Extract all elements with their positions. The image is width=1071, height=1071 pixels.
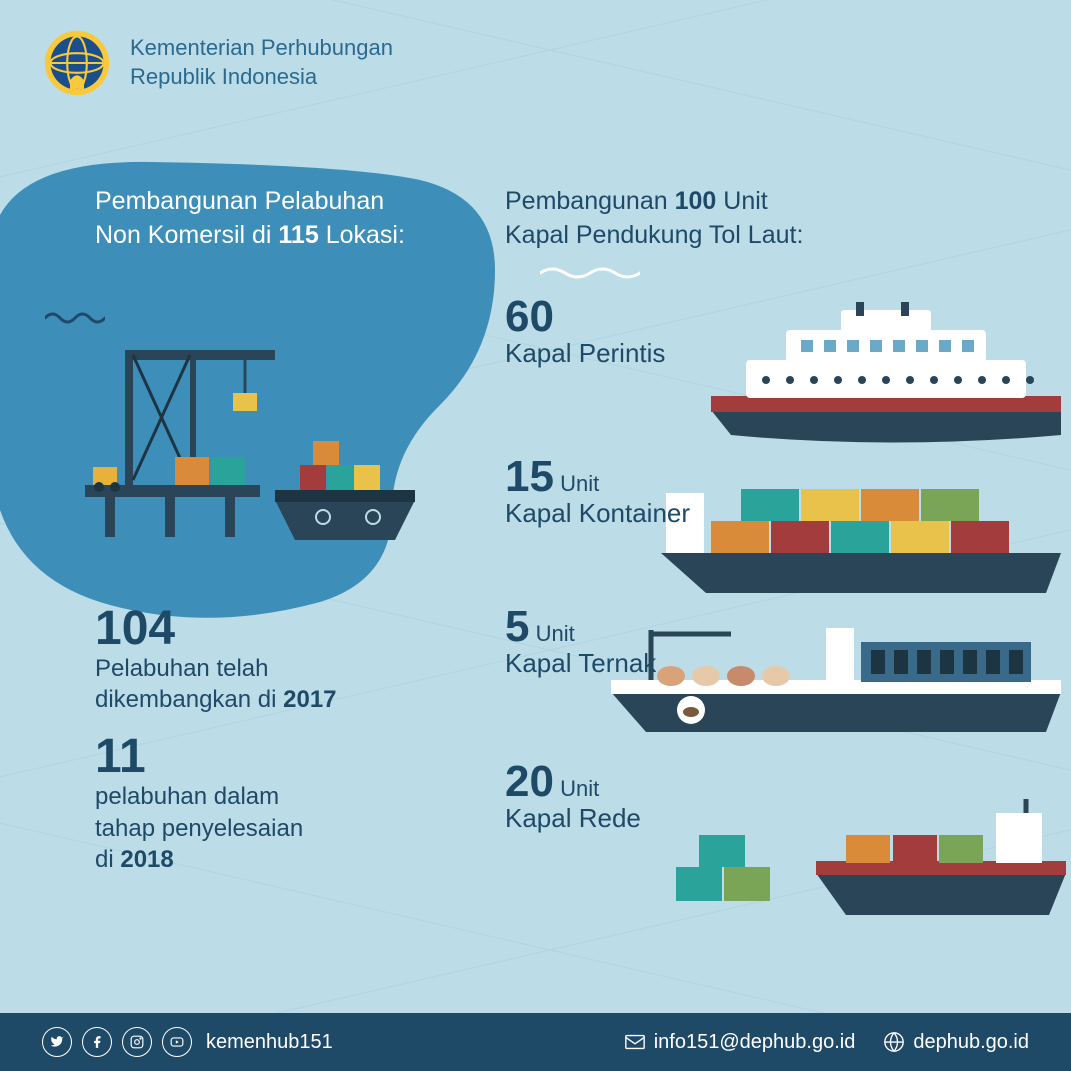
- ship-number: 15: [505, 455, 554, 499]
- ship-illustration-ternak-icon: [601, 620, 1071, 740]
- ship-illustration-rede-icon: [671, 795, 1071, 925]
- ship-illustration-perintis-icon: [691, 300, 1071, 450]
- ship-stat-kapal-perintis: 60Kapal Perintis: [505, 295, 665, 368]
- ship-unit: Unit: [554, 776, 599, 801]
- footer-email: info151@dephub.go.id: [624, 1031, 856, 1054]
- infographic-page: Kementerian Perhubungan Republik Indones…: [0, 0, 1071, 1071]
- ship-stat-kapal-kontainer: 15 Unit Kapal Kontainer: [505, 455, 690, 528]
- ship-stat-kapal-rede: 20 Unit Kapal Rede: [505, 760, 641, 833]
- ship-stat-kapal-ternak: 5 Unit Kapal Ternak: [505, 605, 656, 678]
- port-illustration-icon: [75, 325, 425, 555]
- ministry-logo-icon: [42, 28, 112, 98]
- ship-label: Kapal Perintis: [505, 339, 665, 368]
- ministry-line1: Kementerian Perhubungan: [130, 34, 393, 63]
- ministry-line2: Republik Indonesia: [130, 63, 393, 92]
- ministry-title: Kementerian Perhubungan Republik Indones…: [130, 34, 393, 91]
- mail-icon: [624, 1031, 646, 1053]
- stat-2018-number: 11: [95, 733, 445, 781]
- social-handle: kemenhub151: [206, 1031, 333, 1054]
- ship-unit: Unit: [554, 471, 599, 496]
- ship-number: 60: [505, 295, 554, 339]
- ship-number: 5: [505, 605, 529, 649]
- ship-label: Kapal Kontainer: [505, 499, 690, 528]
- footer-website: dephub.go.id: [883, 1031, 1029, 1054]
- stat-2017-number: 104: [95, 605, 445, 653]
- globe-icon: [883, 1031, 905, 1053]
- ship-unit: Unit: [529, 621, 574, 646]
- facebook-icon: [82, 1027, 112, 1057]
- ship-label: Kapal Rede: [505, 804, 641, 833]
- header: Kementerian Perhubungan Republik Indones…: [42, 28, 393, 98]
- right-section-title: Pembangunan 100 Unit Kapal Pendukung Tol…: [505, 185, 925, 253]
- ship-number: 20: [505, 760, 554, 804]
- social-icons: [42, 1027, 192, 1057]
- left-stats: 104 Pelabuhan telah dikembangkan di 2017…: [95, 605, 445, 893]
- twitter-icon: [42, 1027, 72, 1057]
- stat-2018: 11 pelabuhan dalam tahap penyelesaian di…: [95, 733, 445, 875]
- wave-squiggle-icon: [540, 265, 640, 286]
- instagram-icon: [122, 1027, 152, 1057]
- footer: kemenhub151 info151@dephub.go.id dephub.…: [0, 1013, 1071, 1071]
- youtube-icon: [162, 1027, 192, 1057]
- left-section-title: Pembangunan Pelabuhan Non Komersil di 11…: [95, 185, 435, 253]
- ship-label: Kapal Ternak: [505, 649, 656, 678]
- ship-illustration-kontainer-icon: [651, 475, 1071, 600]
- stat-2017: 104 Pelabuhan telah dikembangkan di 2017: [95, 605, 445, 715]
